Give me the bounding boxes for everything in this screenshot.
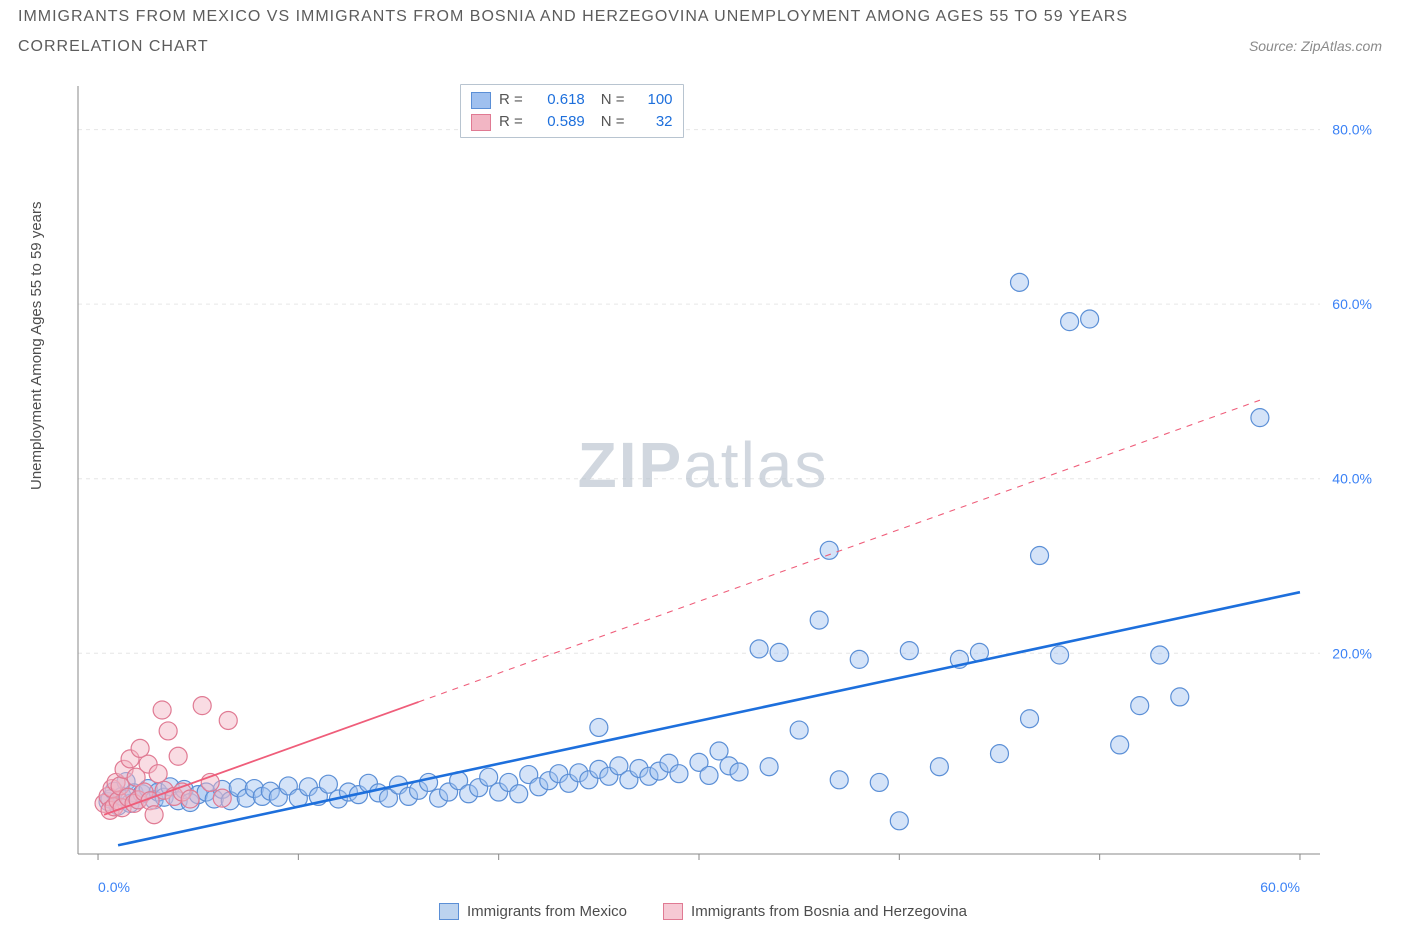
x-tick-label: 0.0% (98, 879, 130, 895)
stats-legend: R = 0.618 N = 100 R = 0.589 N = 32 (460, 84, 684, 138)
data-point (193, 697, 211, 715)
data-point (590, 718, 608, 736)
scatter-plot: 0.0% 60.0% 20.0% 40.0% 60.0% 80.0% (60, 80, 1380, 900)
data-point (1061, 313, 1079, 331)
stat-r-label: R = (499, 89, 523, 111)
data-point (930, 758, 948, 776)
data-point (181, 790, 199, 808)
data-point (900, 642, 918, 660)
x-tick-label: 60.0% (1260, 879, 1300, 895)
source-attribution: Source: ZipAtlas.com (1249, 38, 1382, 54)
stats-legend-row: R = 0.589 N = 32 (471, 111, 673, 133)
data-point (1081, 310, 1099, 328)
stat-n-value: 32 (633, 111, 673, 133)
stat-n-value: 100 (633, 89, 673, 111)
y-tick-label: 20.0% (1332, 645, 1372, 661)
data-point (213, 789, 231, 807)
stat-r-value: 0.618 (531, 89, 585, 111)
chart-container: { "title": "IMMIGRANTS FROM MEXICO VS IM… (0, 0, 1406, 930)
y-tick-label: 60.0% (1332, 296, 1372, 312)
data-point (1021, 710, 1039, 728)
y-tick-label: 80.0% (1332, 122, 1372, 138)
trend-line (118, 592, 1300, 845)
data-point (153, 701, 171, 719)
y-axis-label: Unemployment Among Ages 55 to 59 years (28, 201, 45, 490)
stat-n-label: N = (601, 111, 625, 133)
data-point (820, 541, 838, 559)
data-point (149, 765, 167, 783)
chart-subtitle: CORRELATION CHART (18, 38, 209, 56)
data-point (770, 643, 788, 661)
data-point (1151, 646, 1169, 664)
legend-swatch (471, 114, 491, 131)
data-point (760, 758, 778, 776)
data-point (850, 650, 868, 668)
legend-swatch (471, 92, 491, 109)
stat-n-label: N = (601, 89, 625, 111)
data-point (1171, 688, 1189, 706)
y-tick-label: 40.0% (1332, 471, 1372, 487)
data-point (1251, 409, 1269, 427)
data-point (1131, 697, 1149, 715)
data-point (219, 711, 237, 729)
data-point (1011, 273, 1029, 291)
data-point (1111, 736, 1129, 754)
stat-r-label: R = (499, 111, 523, 133)
legend-label: Immigrants from Bosnia and Herzegovina (691, 903, 967, 920)
data-point (169, 747, 187, 765)
data-point (830, 771, 848, 789)
data-point (670, 765, 688, 783)
data-point (159, 722, 177, 740)
data-point (700, 766, 718, 784)
data-point (810, 611, 828, 629)
data-point (750, 640, 768, 658)
legend-swatch (663, 903, 683, 920)
legend-swatch (439, 903, 459, 920)
data-point (1031, 547, 1049, 565)
data-point (1051, 646, 1069, 664)
chart-title: IMMIGRANTS FROM MEXICO VS IMMIGRANTS FRO… (18, 8, 1388, 26)
stats-legend-row: R = 0.618 N = 100 (471, 89, 673, 111)
data-point (870, 773, 888, 791)
legend-item: Immigrants from Mexico (439, 903, 627, 920)
legend-item: Immigrants from Bosnia and Herzegovina (663, 903, 967, 920)
data-point (730, 763, 748, 781)
stat-r-value: 0.589 (531, 111, 585, 133)
data-point (990, 745, 1008, 763)
data-point (790, 721, 808, 739)
trend-line-dashed (419, 400, 1260, 702)
legend-label: Immigrants from Mexico (467, 903, 627, 920)
series-legend: Immigrants from Mexico Immigrants from Bo… (0, 903, 1406, 924)
data-point (890, 812, 908, 830)
data-point (510, 785, 528, 803)
data-point (145, 806, 163, 824)
